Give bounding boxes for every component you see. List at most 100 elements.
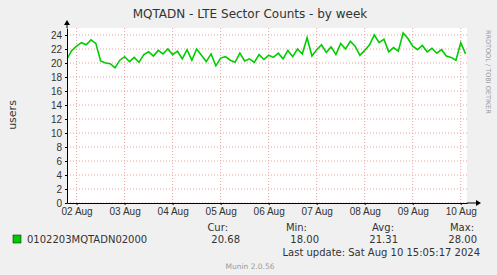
axis-line	[67, 29, 68, 204]
tick-label: 05 Aug	[206, 206, 237, 217]
tick-mark	[65, 203, 67, 204]
tick-label: 04 Aug	[158, 206, 189, 217]
axis-title: users	[6, 100, 19, 130]
tick-mark	[65, 161, 67, 162]
tick-mark	[221, 203, 222, 205]
grid	[67, 28, 467, 203]
chart: 02468101214161820222402 Aug03 Aug04 Aug0…	[0, 0, 497, 275]
tick: 09 Aug	[398, 203, 429, 217]
summary-label: Avg:	[372, 222, 394, 233]
grid-line	[67, 63, 467, 64]
tick-mark	[65, 175, 67, 176]
tick-mark	[317, 203, 318, 205]
tick: 07 Aug	[302, 203, 333, 217]
tick: 04 Aug	[158, 203, 189, 217]
tick-label: 18	[51, 72, 63, 83]
tick: 12	[51, 114, 67, 125]
tick: 10 Aug	[446, 203, 477, 217]
axis-arrow	[67, 24, 68, 28]
grid-line	[460, 28, 461, 203]
tick: 03 Aug	[110, 203, 141, 217]
grid-line	[67, 105, 467, 106]
grid-line	[316, 28, 317, 203]
tick-label: 2	[56, 184, 62, 195]
tick-mark	[65, 105, 67, 106]
tick: 14	[51, 100, 67, 111]
grid-line	[124, 28, 125, 203]
tick-mark	[365, 203, 366, 205]
series-line	[67, 33, 466, 68]
tick-label: 10	[51, 128, 63, 139]
tick-mark	[461, 203, 462, 205]
tick-label: 14	[51, 100, 63, 111]
axis-arrow	[467, 203, 477, 204]
title: MQTADN - LTE Sector Counts - by week	[133, 7, 368, 21]
tick: 02 Aug	[62, 203, 93, 217]
grid-line	[67, 77, 467, 78]
series-group	[67, 33, 466, 68]
tick: 6	[56, 156, 67, 167]
grid-line	[76, 28, 77, 203]
grid-line	[268, 28, 269, 203]
tick-mark	[65, 147, 67, 148]
tick: 22	[51, 44, 67, 55]
tick: 18	[51, 72, 67, 83]
tick-mark	[65, 49, 67, 50]
grid-line	[67, 119, 467, 120]
tick-mark	[65, 63, 67, 64]
tick-mark	[65, 35, 67, 36]
y-axis: 024681012141618202224	[51, 29, 68, 209]
tick-label: 16	[51, 86, 63, 97]
grid-line	[412, 28, 413, 203]
annotation: Munin 2.0.56	[225, 262, 274, 271]
annotation: RRDTOOL / TOBI OETIKER	[484, 30, 492, 114]
tick-label: 06 Aug	[254, 206, 285, 217]
tick: 20	[51, 58, 67, 69]
grid-line	[67, 147, 467, 148]
background	[0, 0, 497, 275]
tick-label: 10 Aug	[446, 206, 477, 217]
summary-label: Min:	[286, 222, 307, 233]
tick-label: 20	[51, 58, 63, 69]
tick-mark	[125, 203, 126, 205]
tick-label: 8	[56, 142, 62, 153]
tick-mark	[77, 203, 78, 205]
tick: 08 Aug	[350, 203, 381, 217]
grid-line	[67, 133, 467, 134]
grid-line	[67, 203, 467, 204]
tick-mark	[65, 189, 67, 190]
tick: 24	[51, 30, 67, 41]
tick: 06 Aug	[254, 203, 285, 217]
tick: 10	[51, 128, 67, 139]
tick: 8	[56, 142, 67, 153]
grid-line	[67, 49, 467, 50]
tick-label: 4	[56, 170, 62, 181]
tick-mark	[65, 119, 67, 120]
annotation: Last update: Sat Aug 10 15:05:17 2024	[282, 247, 480, 258]
legend-swatch	[13, 235, 21, 243]
summary-label: Cur:	[207, 222, 228, 233]
tick-mark	[173, 203, 174, 205]
grid-line	[67, 161, 467, 162]
summary-value: 28.00	[448, 234, 477, 245]
tick: 16	[51, 86, 67, 97]
tick-label: 6	[56, 156, 62, 167]
x-axis: 02 Aug 03 Aug 04 Aug 05 Aug 06 Aug 07 Aug 08 A…	[62, 203, 477, 217]
tick: 05 Aug	[206, 203, 237, 217]
tick-mark	[65, 91, 67, 92]
grid-line	[67, 91, 467, 92]
tick-label: 08 Aug	[350, 206, 381, 217]
grid-line	[67, 35, 467, 36]
tick: 4	[56, 170, 67, 181]
tick-label: 02 Aug	[62, 206, 93, 217]
tick-mark	[65, 77, 67, 78]
tick-label: 12	[51, 114, 63, 125]
summary-value: 21.31	[369, 234, 398, 245]
grid-line	[220, 28, 221, 203]
tick-label: 09 Aug	[398, 206, 429, 217]
tick-label: 24	[51, 30, 63, 41]
tick-label: 07 Aug	[302, 206, 333, 217]
tick: 2	[56, 184, 67, 195]
legend-label: 0102203MQTADN02000	[27, 234, 147, 245]
grid-line	[364, 28, 365, 203]
